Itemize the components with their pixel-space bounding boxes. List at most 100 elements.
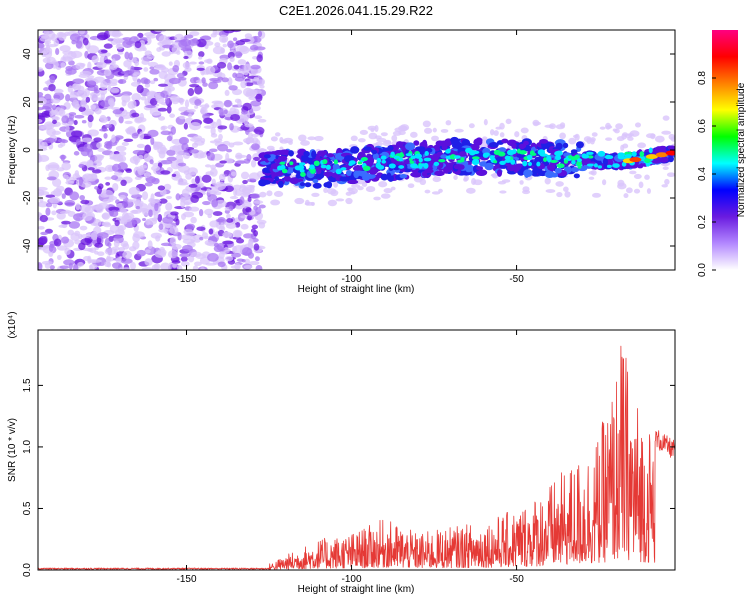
- noise-blob: [111, 262, 122, 269]
- signal-peak: [631, 151, 637, 157]
- noise-blob: [166, 195, 172, 200]
- halo-blob: [432, 176, 442, 183]
- signal-peak: [648, 147, 653, 154]
- noise-blob: [154, 30, 167, 33]
- noise-blob: [87, 61, 92, 70]
- halo-blob: [638, 181, 644, 189]
- signal-peak: [617, 152, 625, 158]
- noise-blob: [74, 170, 80, 177]
- noise-blob: [61, 115, 69, 124]
- y-tick-label: 40: [22, 48, 33, 60]
- noise-blob: [202, 200, 211, 206]
- noise-blob: [163, 183, 172, 191]
- noise-blob: [182, 244, 193, 252]
- noise-blob: [158, 223, 164, 230]
- noise-blob: [94, 186, 99, 190]
- halo-blob: [644, 174, 650, 180]
- signal-blob: [345, 169, 353, 176]
- noise-blob: [151, 264, 159, 270]
- signal-blob: [372, 152, 380, 160]
- signal-hotspot: [665, 150, 675, 156]
- x-tick-label: -50: [509, 574, 524, 585]
- y-tick-label: 1.0: [22, 440, 33, 454]
- halo-blob: [391, 135, 398, 142]
- signal-blob: [403, 159, 411, 165]
- noise-blob: [175, 193, 181, 201]
- noise-blob: [247, 252, 255, 259]
- noise-blob: [242, 87, 254, 97]
- noise-blob: [43, 87, 50, 91]
- halo-blob: [568, 137, 577, 145]
- noise-blob: [67, 121, 74, 125]
- noise-blob: [133, 231, 145, 239]
- noise-blob: [93, 84, 99, 92]
- noise-blob: [120, 216, 128, 225]
- noise-blob: [78, 106, 86, 113]
- signal-blob: [547, 163, 556, 171]
- noise-blob: [65, 68, 77, 75]
- noise-blob: [177, 182, 189, 186]
- noise-blob: [136, 249, 146, 257]
- halo-blob: [407, 183, 415, 189]
- noise-blob: [244, 258, 250, 264]
- noise-blob: [212, 211, 223, 217]
- noise-blob: [87, 248, 93, 252]
- noise-blob: [125, 168, 133, 173]
- noise-blob: [68, 221, 81, 229]
- colorbar-gradient: [712, 30, 738, 270]
- noise-blob: [53, 188, 62, 197]
- noise-blob: [184, 201, 190, 206]
- noise-blob: [144, 98, 150, 106]
- colorbar-tick-label: 0.0: [697, 263, 708, 277]
- noise-blob: [253, 205, 258, 211]
- signal-peak: [504, 155, 511, 160]
- noise-blob: [254, 256, 260, 262]
- noise-blob: [246, 178, 257, 183]
- noise-blob: [242, 102, 252, 111]
- noise-blob: [74, 103, 80, 110]
- noise-blob: [45, 207, 51, 216]
- signal-blob: [387, 145, 394, 151]
- noise-blob: [255, 265, 263, 270]
- noise-blob: [111, 134, 116, 143]
- signal-peak: [453, 155, 461, 159]
- noise-blob: [167, 87, 172, 97]
- noise-blob: [180, 38, 192, 47]
- noise-blob: [149, 69, 160, 75]
- noise-blob: [208, 228, 214, 235]
- noise-blob: [214, 42, 221, 48]
- noise-blob: [247, 132, 253, 140]
- noise-blob: [127, 199, 133, 203]
- halo-blob: [390, 186, 396, 191]
- y-tick-label: 1.5: [22, 378, 33, 392]
- noise-blob: [46, 56, 56, 64]
- halo-blob: [617, 182, 627, 190]
- noise-blob: [189, 83, 200, 88]
- signal-blob: [339, 176, 351, 182]
- signal-peak: [313, 160, 320, 167]
- noise-blob: [91, 172, 98, 180]
- noise-blob: [131, 217, 141, 225]
- noise-blob: [75, 40, 83, 49]
- halo-blob: [260, 148, 267, 152]
- noise-blob: [120, 179, 127, 187]
- spectrogram-x-label: Height of straight line (km): [298, 284, 415, 295]
- noise-blob: [241, 259, 246, 263]
- noise-blob: [108, 206, 120, 212]
- signal-blob: [312, 182, 322, 189]
- noise-blob: [53, 88, 64, 94]
- noise-blob: [79, 194, 85, 201]
- signal-blob: [516, 153, 526, 158]
- signal-blob: [347, 179, 359, 185]
- signal-peak: [612, 163, 620, 168]
- noise-blob: [102, 198, 112, 204]
- noise-blob: [91, 55, 99, 63]
- signal-blob: [405, 142, 416, 151]
- noise-blob: [250, 159, 257, 168]
- signal-blob: [443, 166, 449, 174]
- noise-blob: [219, 160, 227, 164]
- noise-blob: [38, 112, 49, 118]
- signal-blob: [332, 163, 340, 170]
- noise-blob: [258, 221, 266, 229]
- signal-blob: [511, 142, 517, 149]
